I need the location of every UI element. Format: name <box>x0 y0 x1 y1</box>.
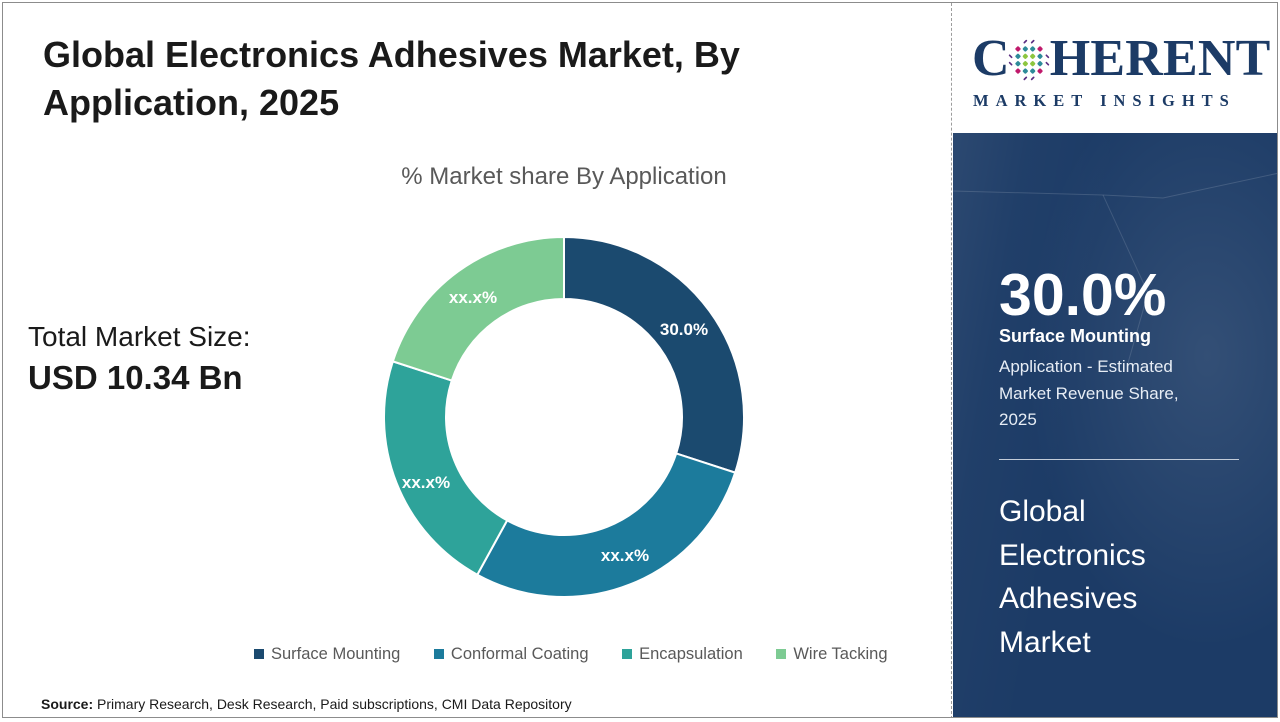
svg-text:xx.x%: xx.x% <box>601 546 649 565</box>
svg-text:xx.x%: xx.x% <box>449 288 497 307</box>
svg-text:30.0%: 30.0% <box>660 320 708 339</box>
svg-text:xx.x%: xx.x% <box>402 473 450 492</box>
